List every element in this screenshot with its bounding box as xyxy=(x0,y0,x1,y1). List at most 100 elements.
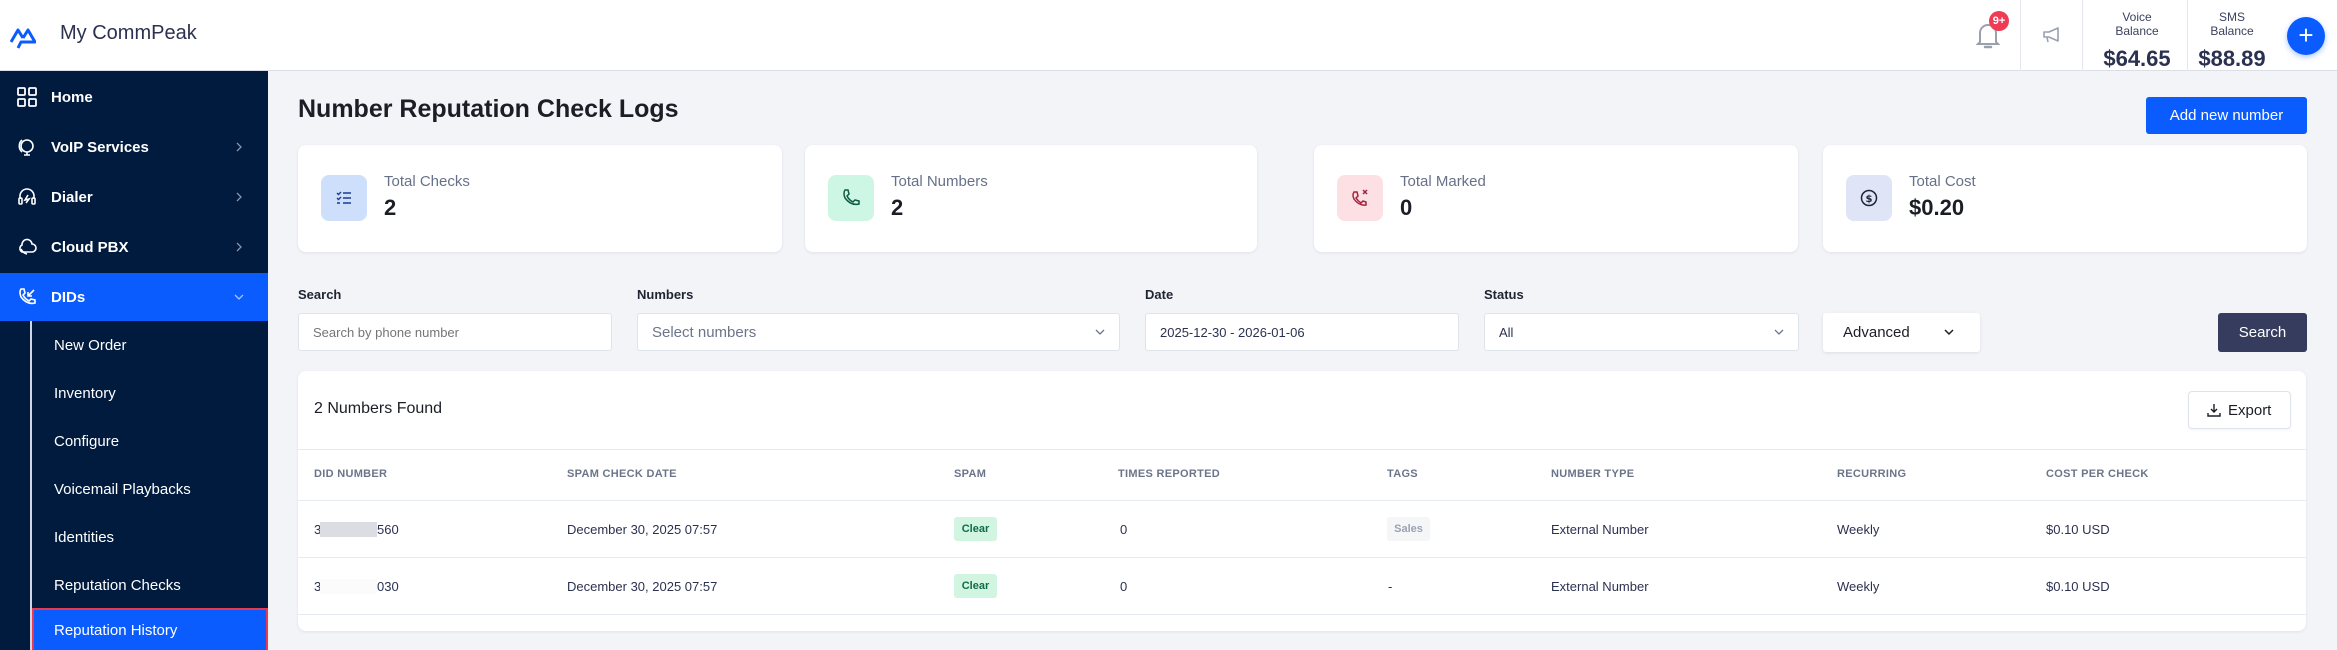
brand-name[interactable]: My CommPeak xyxy=(60,22,197,44)
checklist-icon xyxy=(321,175,367,221)
chevron-right-icon xyxy=(236,242,242,252)
spam-check-date: December 30, 2025 07:57 xyxy=(567,579,718,594)
recurring: Weekly xyxy=(1837,522,1880,537)
add-new-number-button[interactable]: Add new number xyxy=(2146,97,2307,134)
date-range-input[interactable]: 2025-12-30 - 2026-01-06 xyxy=(1145,313,1459,351)
megaphone-icon[interactable] xyxy=(2042,26,2062,44)
sidebar-subitem-inventory[interactable]: Inventory xyxy=(32,370,268,416)
phone-x-icon xyxy=(1337,175,1383,221)
tags-empty: - xyxy=(1388,579,1393,594)
stat-label: Total Cost xyxy=(1909,173,1976,190)
sidebar-subitem-label: Identities xyxy=(54,528,115,546)
divider xyxy=(298,557,2306,558)
did-number-suffix: 560 xyxy=(377,522,399,537)
stat-card-total-cost: $ Total Cost $0.20 xyxy=(1823,145,2307,252)
chevron-down-icon xyxy=(1095,329,1105,335)
sidebar-subitem-label: Reputation History xyxy=(54,621,178,639)
cost-per-check: $0.10 USD xyxy=(2046,579,2110,594)
redacted-mask xyxy=(320,522,377,537)
sidebar-subitem-configure[interactable]: Configure xyxy=(32,418,268,464)
voice-balance[interactable]: Voice Balance $64.65 xyxy=(2099,10,2175,72)
sidebar-item-voip-services[interactable]: VoIP Services xyxy=(0,122,268,172)
status-select[interactable]: All xyxy=(1484,313,1799,351)
column-header-spam-check-date[interactable]: SPAM CHECK DATE xyxy=(567,468,677,480)
svg-text:$: $ xyxy=(1866,194,1873,205)
voice-balance-value: $64.65 xyxy=(2103,46,2171,71)
top-header: My CommPeak 9+ Voice Balance $64.65 SMS … xyxy=(0,0,2337,71)
sms-balance-value: $88.89 xyxy=(2198,46,2266,71)
grid-icon xyxy=(17,87,37,107)
sidebar-subitem-new-order[interactable]: New Order xyxy=(32,322,268,368)
chevron-down-icon xyxy=(1944,329,1954,336)
divider xyxy=(298,500,2306,501)
numbers-label: Numbers xyxy=(637,287,694,302)
sidebar-item-label: Dialer xyxy=(51,188,93,206)
sidebar-item-dids[interactable]: DIDs xyxy=(0,273,268,321)
redacted-mask xyxy=(320,579,377,594)
sidebar-item-dialer[interactable]: Dialer xyxy=(0,172,268,222)
cloud-phone-icon xyxy=(19,238,37,255)
sms-balance[interactable]: SMS Balance $88.89 xyxy=(2197,10,2267,72)
sidebar-item-home[interactable]: Home xyxy=(0,72,268,122)
tag-badge: Sales xyxy=(1387,517,1430,541)
voice-balance-label: Voice Balance xyxy=(2115,10,2159,38)
sidebar-subitem-reputation-history[interactable]: Reputation History xyxy=(32,608,268,650)
status-select-value: All xyxy=(1499,324,1514,340)
number-type: External Number xyxy=(1551,579,1649,594)
spam-check-date: December 30, 2025 07:57 xyxy=(567,522,718,537)
download-icon xyxy=(2207,403,2221,417)
sidebar-item-cloud-pbx[interactable]: Cloud PBX xyxy=(0,222,268,272)
did-number-suffix: 030 xyxy=(377,579,399,594)
stat-label: Total Checks xyxy=(384,173,470,190)
sidebar-subitem-reputation-checks[interactable]: Reputation Checks xyxy=(32,562,268,608)
sidebar-item-label: VoIP Services xyxy=(51,138,149,156)
column-header-cost-per-check[interactable]: COST PER CHECK xyxy=(2046,468,2149,480)
divider xyxy=(298,614,2306,615)
column-header-number-type[interactable]: NUMBER TYPE xyxy=(1551,468,1635,480)
sidebar-item-label: Cloud PBX xyxy=(51,238,129,256)
advanced-label: Advanced xyxy=(1843,324,1910,341)
numbers-select-placeholder: Select numbers xyxy=(652,323,757,341)
page-title: Number Reputation Check Logs xyxy=(298,95,679,123)
number-type: External Number xyxy=(1551,522,1649,537)
numbers-select[interactable]: Select numbers xyxy=(637,313,1120,351)
sidebar-item-label: Home xyxy=(51,88,93,106)
sidebar-subitem-label: New Order xyxy=(54,336,127,354)
results-count: 2 Numbers Found xyxy=(314,400,443,417)
column-header-spam[interactable]: SPAM xyxy=(954,468,987,480)
times-reported: 0 xyxy=(1120,522,1128,537)
sidebar-subitem-voicemail-playbacks[interactable]: Voicemail Playbacks xyxy=(32,466,268,512)
stat-label: Total Marked xyxy=(1400,173,1486,190)
spam-status-badge: Clear xyxy=(954,517,997,541)
did-number-prefix: 3 xyxy=(314,579,322,594)
date-range-value: 2025-12-30 - 2026-01-06 xyxy=(1160,324,1305,340)
stat-value: 2 xyxy=(384,195,397,220)
sidebar-subitem-label: Voicemail Playbacks xyxy=(54,480,191,498)
quick-add-button[interactable]: + xyxy=(2287,17,2325,55)
search-button[interactable]: Search xyxy=(2218,313,2307,352)
column-header-tags[interactable]: TAGS xyxy=(1387,468,1418,480)
results-table-card: 2 Numbers Found Export DID NUMBER SPAM C… xyxy=(298,371,2306,631)
date-label: Date xyxy=(1145,287,1174,302)
stat-card-total-numbers: Total Numbers 2 xyxy=(805,145,1257,252)
did-number-prefix: 3 xyxy=(314,522,322,537)
spam-status-badge: Clear xyxy=(954,574,997,598)
commpeak-logo-icon[interactable] xyxy=(10,22,36,50)
sidebar-subitem-label: Inventory xyxy=(54,384,116,402)
sidebar: Home VoIP Services Dialer Cloud PBX DIDs… xyxy=(0,71,268,650)
advanced-filters-button[interactable]: Advanced xyxy=(1823,313,1980,352)
phone-icon xyxy=(828,175,874,221)
export-button[interactable]: Export xyxy=(2188,391,2291,429)
search-input[interactable] xyxy=(298,313,612,351)
divider xyxy=(298,449,2306,450)
stat-card-total-checks: Total Checks 2 xyxy=(298,145,782,252)
sms-balance-label: SMS Balance xyxy=(2210,10,2254,38)
column-header-recurring[interactable]: RECURRING xyxy=(1837,468,1907,480)
column-header-did-number[interactable]: DID NUMBER xyxy=(314,468,388,480)
stat-value: $0.20 xyxy=(1909,195,1965,220)
stat-card-total-marked: Total Marked 0 xyxy=(1314,145,1798,252)
sidebar-subitem-identities[interactable]: Identities xyxy=(32,514,268,560)
dollar-icon: $ xyxy=(1846,175,1892,221)
recurring: Weekly xyxy=(1837,579,1880,594)
column-header-times-reported[interactable]: TIMES REPORTED xyxy=(1118,468,1220,480)
